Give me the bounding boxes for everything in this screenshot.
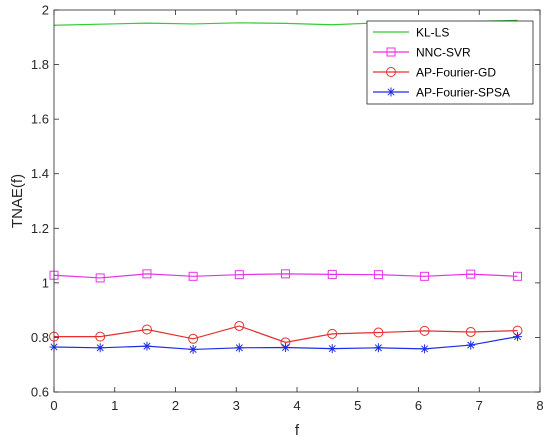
y-axis-label: TNAE(f) <box>9 174 26 228</box>
data-point-nnc-svr <box>373 270 383 280</box>
x-tick-label: 0 <box>50 398 57 413</box>
data-point-ap-fourier-gd <box>465 326 476 337</box>
legend-marker-ap-fourier-gd <box>386 67 396 77</box>
legend-items: KL-LS NNC-SVR AP-Fourier-GD AP-Fourier-SPSA <box>373 26 510 100</box>
x-tick-label: 3 <box>233 398 240 413</box>
y-tick-label: 0.8 <box>31 330 49 345</box>
x-tick-label: 1 <box>111 398 118 413</box>
data-point-nnc-svr <box>142 269 152 279</box>
x-tick-label: 6 <box>415 398 422 413</box>
legend-label-ap-fourier-spsa: AP-Fourier-SPSA <box>416 86 510 100</box>
series-layer <box>49 19 523 354</box>
data-point-ap-fourier-gd <box>188 333 199 344</box>
legend-marker-ap-fourier-spsa <box>386 87 396 97</box>
data-point-ap-fourier-spsa <box>95 343 105 353</box>
data-point-ap-fourier-spsa <box>142 341 152 351</box>
data-point-ap-fourier-gd <box>95 331 106 342</box>
data-point-ap-fourier-gd <box>373 327 384 338</box>
series-ap-fourier-spsa <box>49 332 523 354</box>
data-point-ap-fourier-gd <box>419 325 430 336</box>
data-point-ap-fourier-gd <box>327 328 338 339</box>
y-tick-label: 2 <box>42 3 49 18</box>
data-point-ap-fourier-spsa <box>188 344 198 354</box>
data-point-nnc-svr <box>466 269 476 279</box>
series-nnc-svr <box>49 269 523 283</box>
y-tick-label: 1.2 <box>31 221 49 236</box>
y-tick-label: 1 <box>42 275 49 290</box>
legend-label-nnc-svr: NNC-SVR <box>416 46 471 60</box>
legend-item-nnc-svr: NNC-SVR <box>373 46 471 60</box>
x-axis-label: f <box>295 422 300 439</box>
data-point-nnc-svr <box>280 269 290 279</box>
data-point-ap-fourier-spsa <box>420 344 430 354</box>
x-tick-label: 8 <box>536 398 543 413</box>
y-tick-label: 1.4 <box>31 166 49 181</box>
data-point-ap-fourier-spsa <box>373 343 383 353</box>
data-point-ap-fourier-gd <box>234 320 245 331</box>
data-point-nnc-svr <box>420 271 430 281</box>
x-tick-label: 7 <box>476 398 483 413</box>
x-tick-label: 4 <box>293 398 300 413</box>
data-point-nnc-svr <box>513 271 523 281</box>
legend-item-ap-fourier-spsa: AP-Fourier-SPSA <box>373 86 510 100</box>
data-point-ap-fourier-spsa <box>327 344 337 354</box>
data-point-nnc-svr <box>188 271 198 281</box>
data-point-nnc-svr <box>95 273 105 283</box>
data-point-nnc-svr <box>327 269 337 279</box>
legend: KL-LS NNC-SVR AP-Fourier-GD AP-Fourier-SPSA <box>366 20 534 105</box>
y-tick-label: 1.6 <box>31 112 49 127</box>
data-point-ap-fourier-spsa <box>466 340 476 350</box>
data-point-nnc-svr <box>234 270 244 280</box>
legend-label-kl-ls: KL-LS <box>416 26 449 40</box>
legend-label-ap-fourier-gd: AP-Fourier-GD <box>416 66 496 80</box>
x-tick-label: 5 <box>354 398 361 413</box>
y-tick-label: 0.6 <box>31 385 49 400</box>
data-point-ap-fourier-gd <box>141 324 152 335</box>
series-line-ap-fourier-gd <box>54 325 518 343</box>
data-point-ap-fourier-spsa <box>234 343 244 353</box>
y-tick-label: 1.8 <box>31 57 49 72</box>
series-line-nnc-svr <box>53 273 518 279</box>
x-tick-label: 2 <box>172 398 179 413</box>
legend-marker-nnc-svr <box>386 47 396 57</box>
legend-item-kl-ls: KL-LS <box>373 26 449 40</box>
data-point-ap-fourier-spsa <box>513 332 523 342</box>
plot-frame <box>53 9 541 393</box>
data-point-ap-fourier-spsa <box>280 343 290 353</box>
legend-box <box>366 20 534 105</box>
ticks-layer: 0 1 2 3 4 5 6 7 8 0.6 0.8 1 1.2 1.4 1.6 1.8 2 <box>31 3 544 414</box>
legend-item-ap-fourier-gd: AP-Fourier-GD <box>373 66 496 80</box>
